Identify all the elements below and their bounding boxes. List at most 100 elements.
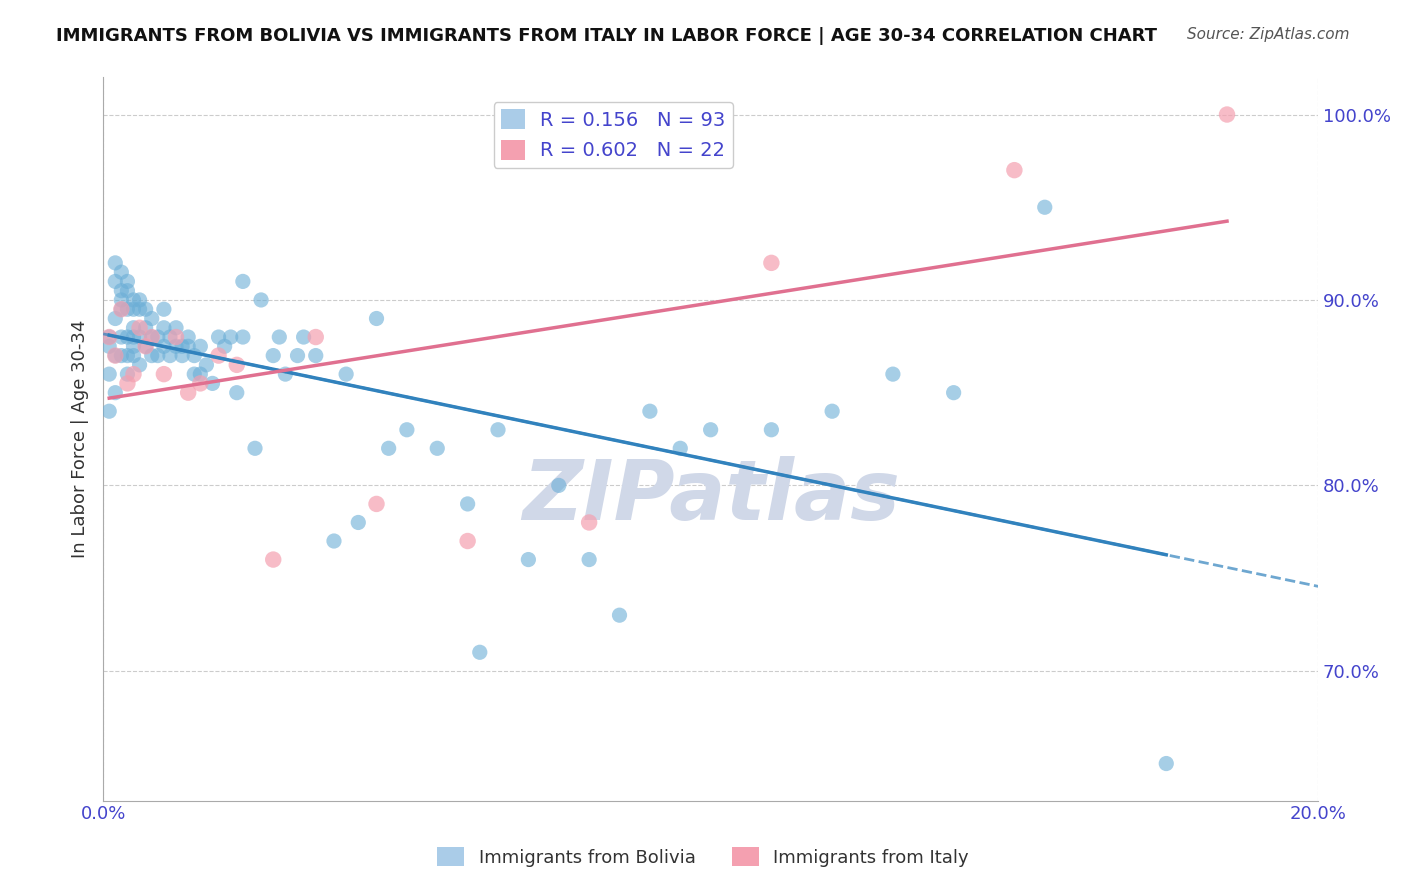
- Immigrants from Bolivia: [287, 349, 309, 363]
- Immigrants from Bolivia: [1154, 756, 1177, 771]
- Y-axis label: In Labor Force | Age 30-34: In Labor Force | Age 30-34: [72, 320, 89, 558]
- Immigrants from Bolivia: [669, 442, 692, 456]
- Immigrants from Italy: [122, 367, 145, 381]
- Immigrants from Bolivia: [195, 358, 218, 372]
- Immigrants from Bolivia: [335, 367, 357, 381]
- Immigrants from Bolivia: [609, 608, 631, 623]
- Immigrants from Italy: [98, 330, 121, 344]
- Immigrants from Bolivia: [110, 284, 132, 298]
- Immigrants from Bolivia: [250, 293, 273, 307]
- Immigrants from Bolivia: [117, 330, 139, 344]
- Immigrants from Bolivia: [104, 349, 127, 363]
- Legend: Immigrants from Bolivia, Immigrants from Italy: Immigrants from Bolivia, Immigrants from…: [430, 840, 976, 874]
- Immigrants from Bolivia: [177, 330, 200, 344]
- Immigrants from Bolivia: [146, 349, 169, 363]
- Immigrants from Bolivia: [141, 349, 163, 363]
- Immigrants from Bolivia: [122, 302, 145, 317]
- Immigrants from Bolivia: [882, 367, 904, 381]
- Immigrants from Italy: [1216, 107, 1239, 121]
- Immigrants from Italy: [177, 385, 200, 400]
- Immigrants from Bolivia: [942, 385, 965, 400]
- Immigrants from Bolivia: [638, 404, 661, 418]
- Text: IMMIGRANTS FROM BOLIVIA VS IMMIGRANTS FROM ITALY IN LABOR FORCE | AGE 30-34 CORR: IMMIGRANTS FROM BOLIVIA VS IMMIGRANTS FR…: [56, 27, 1157, 45]
- Immigrants from Bolivia: [128, 330, 150, 344]
- Immigrants from Bolivia: [122, 320, 145, 334]
- Immigrants from Italy: [135, 339, 157, 353]
- Immigrants from Italy: [153, 367, 176, 381]
- Immigrants from Bolivia: [486, 423, 509, 437]
- Immigrants from Bolivia: [110, 302, 132, 317]
- Immigrants from Bolivia: [426, 442, 449, 456]
- Immigrants from Bolivia: [1033, 200, 1056, 214]
- Immigrants from Italy: [141, 330, 163, 344]
- Immigrants from Bolivia: [305, 349, 328, 363]
- Immigrants from Bolivia: [165, 320, 187, 334]
- Immigrants from Italy: [761, 256, 783, 270]
- Immigrants from Bolivia: [225, 385, 247, 400]
- Immigrants from Bolivia: [110, 265, 132, 279]
- Immigrants from Bolivia: [821, 404, 844, 418]
- Immigrants from Bolivia: [135, 339, 157, 353]
- Immigrants from Bolivia: [110, 349, 132, 363]
- Immigrants from Bolivia: [188, 339, 211, 353]
- Immigrants from Bolivia: [98, 339, 121, 353]
- Immigrants from Italy: [305, 330, 328, 344]
- Immigrants from Bolivia: [153, 320, 176, 334]
- Immigrants from Bolivia: [172, 349, 194, 363]
- Immigrants from Bolivia: [207, 330, 229, 344]
- Immigrants from Bolivia: [104, 311, 127, 326]
- Immigrants from Bolivia: [110, 330, 132, 344]
- Immigrants from Bolivia: [377, 442, 399, 456]
- Text: Source: ZipAtlas.com: Source: ZipAtlas.com: [1187, 27, 1350, 42]
- Immigrants from Italy: [128, 320, 150, 334]
- Immigrants from Bolivia: [146, 330, 169, 344]
- Immigrants from Bolivia: [214, 339, 236, 353]
- Immigrants from Bolivia: [117, 367, 139, 381]
- Immigrants from Bolivia: [201, 376, 224, 391]
- Immigrants from Bolivia: [128, 358, 150, 372]
- Immigrants from Bolivia: [122, 339, 145, 353]
- Immigrants from Bolivia: [128, 302, 150, 317]
- Immigrants from Bolivia: [323, 534, 346, 549]
- Immigrants from Italy: [225, 358, 247, 372]
- Immigrants from Italy: [104, 349, 127, 363]
- Immigrants from Bolivia: [141, 311, 163, 326]
- Immigrants from Bolivia: [128, 293, 150, 307]
- Immigrants from Bolivia: [183, 349, 205, 363]
- Immigrants from Bolivia: [122, 330, 145, 344]
- Immigrants from Bolivia: [104, 256, 127, 270]
- Immigrants from Italy: [110, 302, 132, 317]
- Immigrants from Bolivia: [232, 330, 254, 344]
- Immigrants from Italy: [1002, 163, 1025, 178]
- Immigrants from Bolivia: [292, 330, 315, 344]
- Immigrants from Bolivia: [457, 497, 479, 511]
- Immigrants from Bolivia: [274, 367, 297, 381]
- Immigrants from Bolivia: [153, 339, 176, 353]
- Immigrants from Bolivia: [98, 404, 121, 418]
- Immigrants from Bolivia: [219, 330, 242, 344]
- Immigrants from Bolivia: [366, 311, 388, 326]
- Immigrants from Italy: [165, 330, 187, 344]
- Immigrants from Bolivia: [117, 302, 139, 317]
- Immigrants from Bolivia: [135, 302, 157, 317]
- Immigrants from Bolivia: [135, 320, 157, 334]
- Immigrants from Italy: [117, 376, 139, 391]
- Immigrants from Italy: [207, 349, 229, 363]
- Immigrants from Bolivia: [262, 349, 284, 363]
- Immigrants from Bolivia: [98, 367, 121, 381]
- Immigrants from Bolivia: [117, 274, 139, 288]
- Immigrants from Bolivia: [468, 645, 491, 659]
- Immigrants from Bolivia: [172, 339, 194, 353]
- Immigrants from Bolivia: [104, 385, 127, 400]
- Immigrants from Bolivia: [547, 478, 569, 492]
- Immigrants from Bolivia: [122, 349, 145, 363]
- Immigrants from Bolivia: [347, 516, 370, 530]
- Immigrants from Bolivia: [188, 367, 211, 381]
- Immigrants from Bolivia: [141, 330, 163, 344]
- Immigrants from Bolivia: [122, 293, 145, 307]
- Legend: R = 0.156   N = 93, R = 0.602   N = 22: R = 0.156 N = 93, R = 0.602 N = 22: [494, 102, 734, 168]
- Immigrants from Italy: [457, 534, 479, 549]
- Immigrants from Bolivia: [98, 330, 121, 344]
- Text: ZIPatlas: ZIPatlas: [522, 457, 900, 537]
- Immigrants from Bolivia: [159, 330, 181, 344]
